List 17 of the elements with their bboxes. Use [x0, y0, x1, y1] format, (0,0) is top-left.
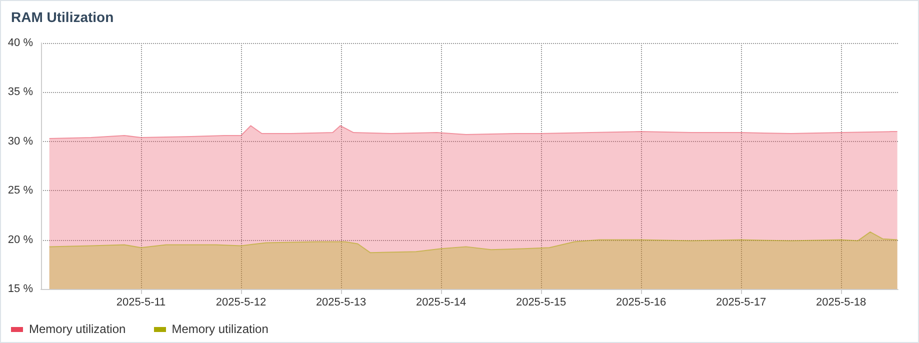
y-tick-label: 20 %	[8, 234, 34, 246]
chart-title: RAM Utilization	[11, 9, 114, 25]
y-tick-label: 35 %	[8, 86, 34, 98]
legend-label: Memory utilization	[170, 322, 268, 336]
x-tick-label: 2025-5-12	[216, 296, 266, 308]
legend-label: Memory utilization	[28, 322, 126, 336]
x-tick-label: 2025-5-11	[116, 296, 166, 308]
x-tick-label: 2025-5-16	[616, 296, 666, 308]
x-tick-label: 2025-5-18	[816, 296, 866, 308]
y-tick-label: 25 %	[8, 184, 34, 197]
x-tick-label: 2025-5-14	[416, 296, 466, 308]
y-tick-label: 40 %	[8, 37, 34, 49]
x-tick-label: 2025-5-15	[516, 296, 566, 308]
x-tick-label: 2025-5-17	[716, 296, 766, 308]
y-tick-label: 30 %	[8, 135, 34, 148]
y-tick-label: 15 %	[8, 283, 34, 295]
x-tick-label: 2025-5-13	[316, 296, 366, 308]
